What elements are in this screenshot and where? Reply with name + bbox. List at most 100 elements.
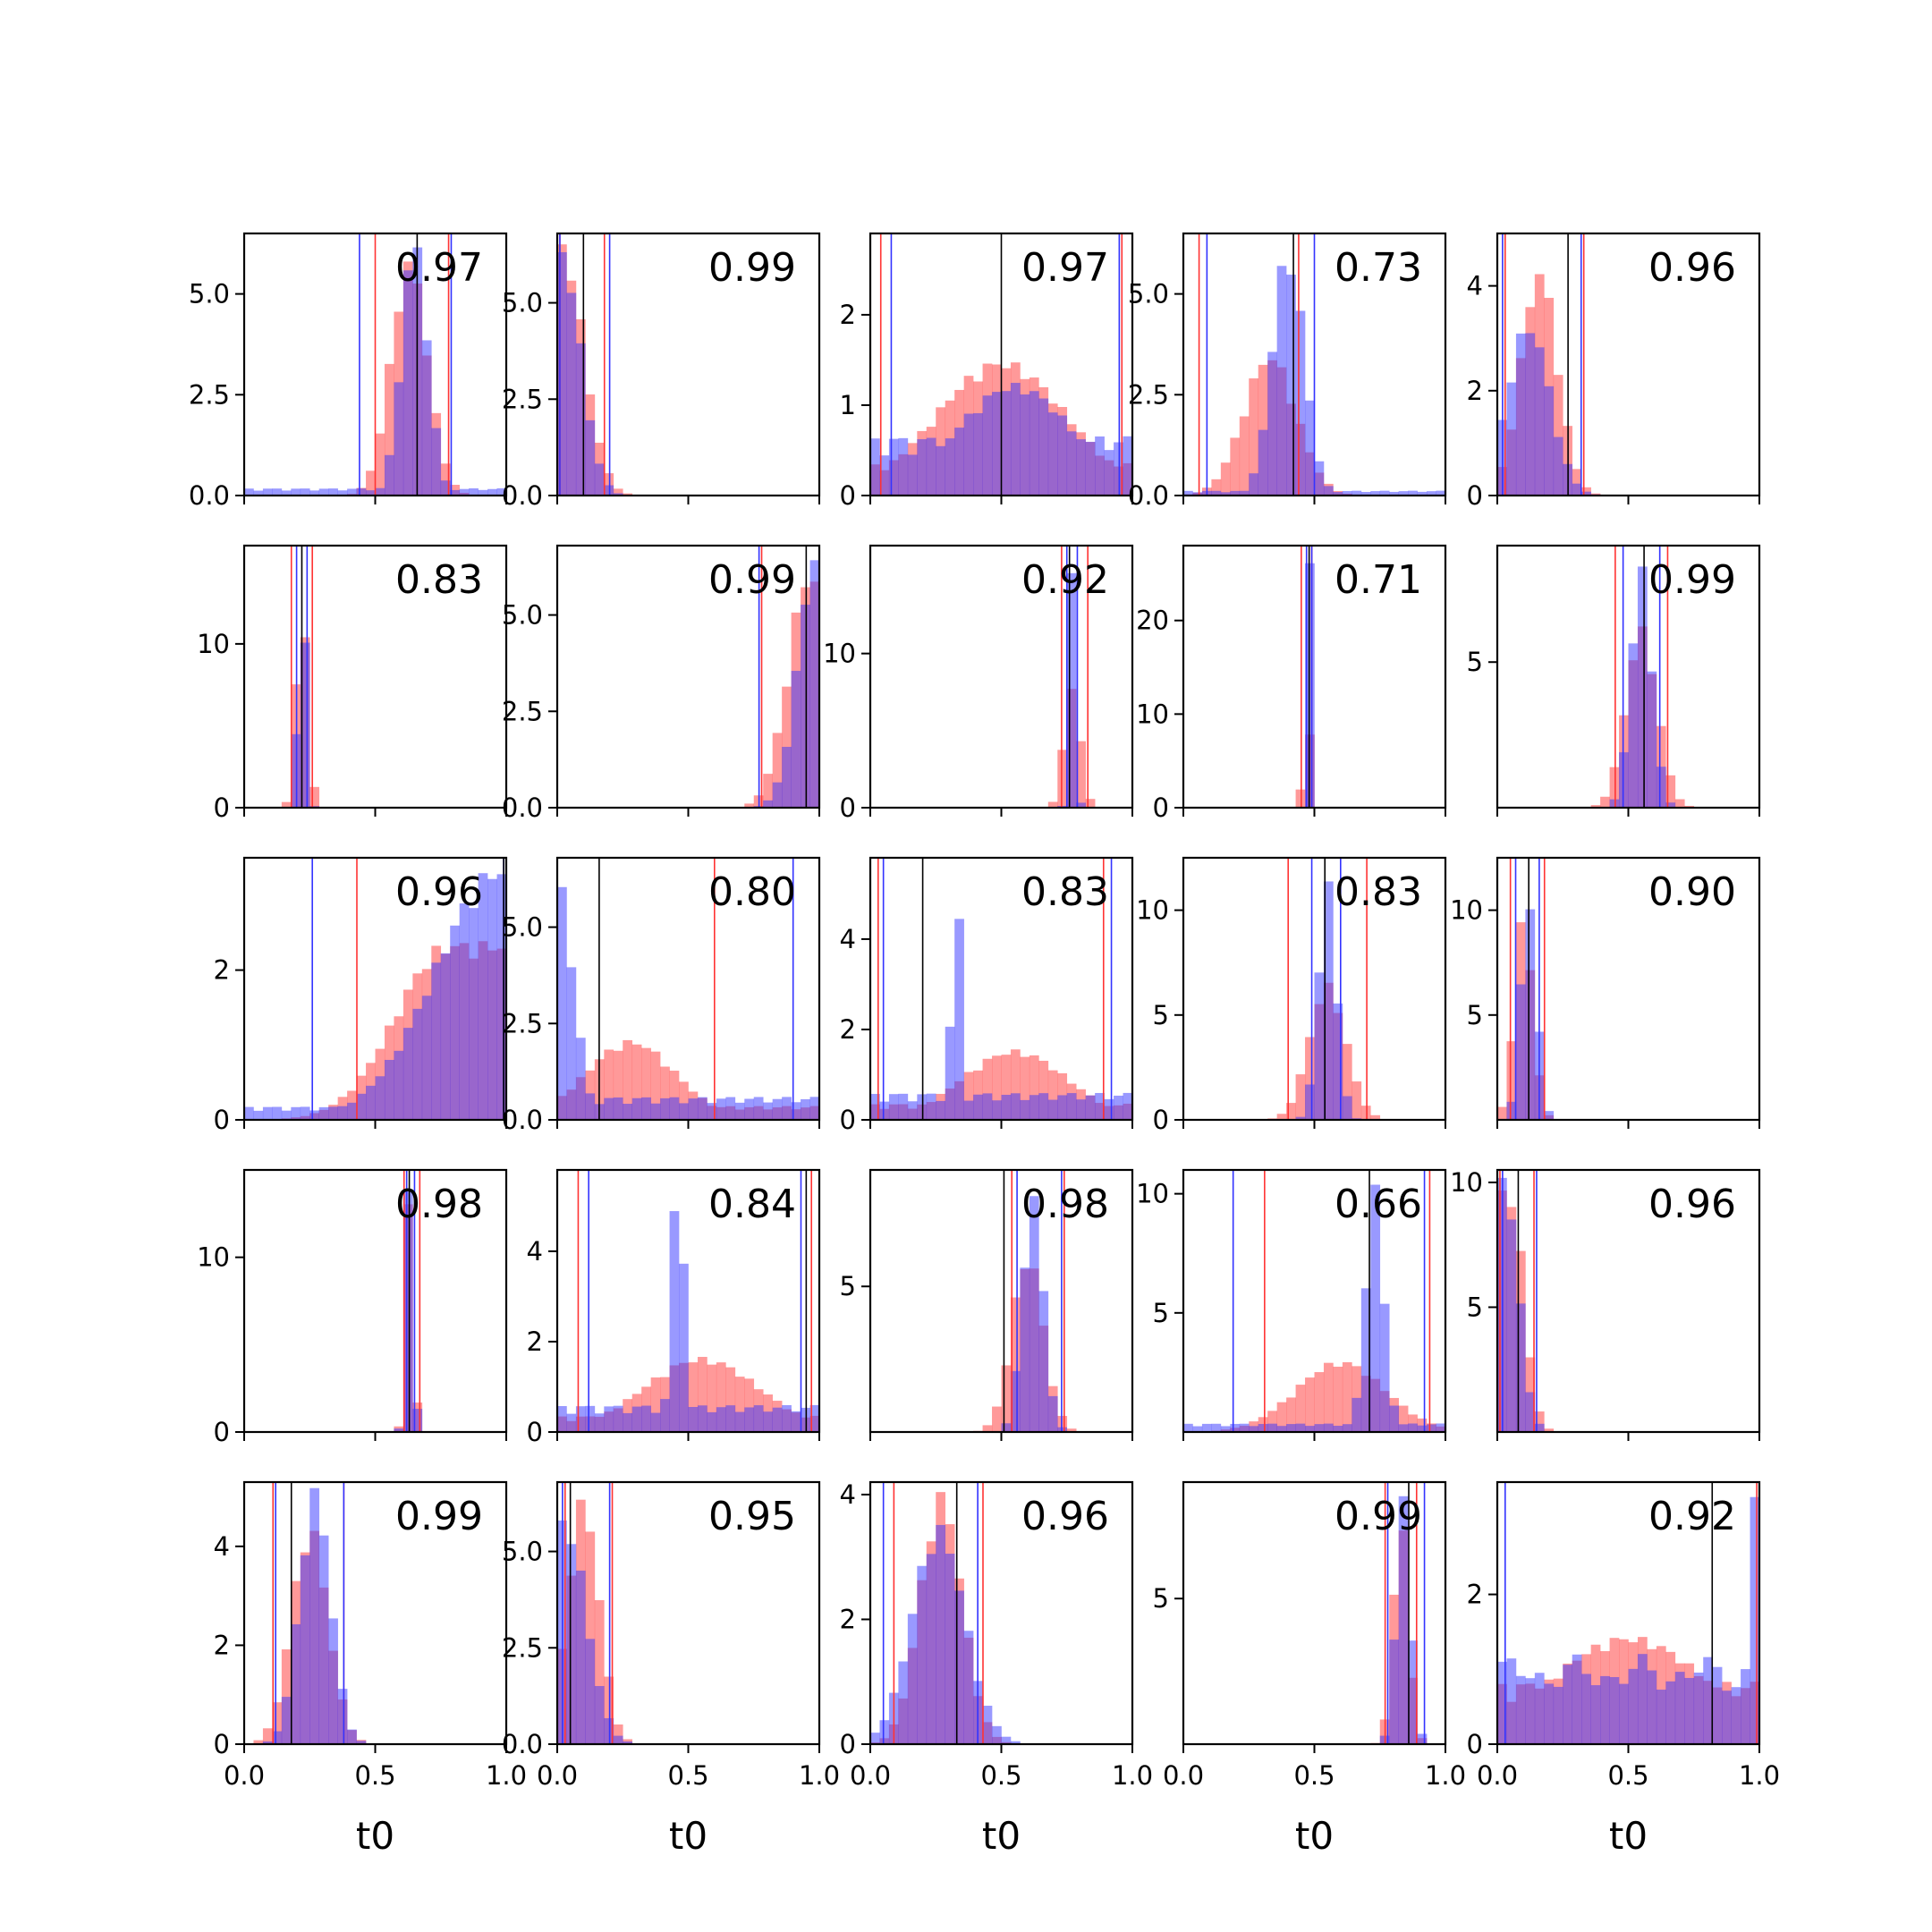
blue-histogram-bar [1389,491,1399,496]
red-histogram-bar [281,1649,292,1744]
blue-histogram-bar [707,1411,717,1432]
blue-histogram-bar [973,412,983,496]
red-histogram-bar [375,433,386,496]
blue-histogram-bar [688,1407,699,1432]
blue-histogram-bar [907,454,918,496]
blue-histogram-bar [907,1614,918,1744]
y-tick-label: 5 [1153,1000,1169,1030]
y-tick-label: 2 [527,1326,543,1357]
blue-histogram-bar [1057,1095,1068,1120]
blue-histogram-bar [566,292,577,496]
blue-histogram-bar [1370,491,1381,496]
red-histogram-bar [1230,437,1241,496]
panel-score-label: 0.96 [1648,1182,1736,1227]
y-tick-label: 0 [840,480,856,511]
panel-score-label: 0.71 [1335,557,1422,603]
panel-4-3: 50.98 [840,1168,1134,1441]
blue-histogram-bar [1436,1423,1446,1432]
red-histogram-bar [1342,1044,1352,1120]
blue-histogram-bar [791,1411,801,1432]
blue-histogram-bar [1286,275,1296,496]
y-tick-label: 0.0 [189,480,230,511]
blue-histogram-bar [870,1094,880,1120]
blue-histogram-bar [1637,1654,1648,1744]
blue-histogram-bar [1436,490,1446,496]
red-histogram-bar [1029,1055,1039,1120]
red-histogram-bar [992,1055,1002,1120]
red-histogram-bar [679,1081,689,1120]
blue-histogram-bar [1295,310,1306,496]
blue-histogram-bar [1001,1423,1012,1432]
red-histogram-bar [1295,789,1306,808]
red-histogram-bar [1038,1060,1049,1120]
red-histogram-bar [623,493,633,496]
panel-score-label: 0.97 [395,245,483,291]
red-histogram-bar [1047,801,1058,808]
blue-histogram-bar [1267,352,1277,496]
blue-histogram-bar [566,1413,577,1432]
red-histogram-bar [1590,805,1601,808]
red-histogram-bar [1314,1372,1325,1432]
blue-histogram-bar [631,1406,642,1432]
blue-histogram-bar [1085,441,1096,496]
red-histogram-bar [384,363,394,496]
red-histogram-bar [1352,1081,1362,1120]
blue-histogram-bar [1220,492,1231,496]
blue-histogram-bar [1333,1426,1343,1432]
red-histogram-bar [309,786,320,808]
panel-score-label: 0.98 [395,1182,483,1227]
blue-histogram-bar [1020,394,1030,496]
blue-histogram-bar [450,489,460,496]
blue-histogram-bar [1628,1668,1639,1744]
y-tick-label: 0 [1467,1729,1483,1759]
panel-5-5: 0.0 0.5 1.0 t0 0 2 0.92 [1467,1480,1780,1858]
panel-5-2: 0.0 0.5 1.0 t0 0.0 2.5 5.0 0.95 [502,1480,840,1858]
blue-histogram-bar [594,463,605,496]
blue-histogram-bar [1295,1423,1306,1432]
blue-histogram-bar [450,925,460,1120]
panel-3-4: 0 5 10 0.83 [1136,856,1447,1135]
blue-histogram-bar [1305,1426,1315,1432]
red-histogram-bar [650,1377,661,1432]
y-tick-label: 5 [1467,1292,1483,1322]
blue-histogram-bar [375,1076,386,1120]
red-histogram-bar [688,1362,699,1432]
red-histogram-bar [604,1676,614,1744]
blue-histogram-bar [1506,1658,1517,1744]
blue-histogram-bar [1544,1683,1555,1744]
panel-score-label: 0.99 [1648,557,1736,603]
blue-histogram-bar [1183,1423,1193,1432]
blue-histogram-bar [1370,1184,1381,1432]
x-tick-label: 0.0 [1477,1760,1518,1791]
blue-histogram-bar [1360,491,1371,496]
blue-histogram-bar [1534,347,1545,496]
red-histogram-bar [631,1044,642,1120]
blue-histogram-bar [1609,1677,1620,1744]
y-tick-label: 0 [840,1729,856,1759]
y-tick-label: 2 [840,1014,856,1045]
x-tick-label: 0.0 [537,1760,578,1791]
blue-histogram-bar [1057,415,1068,496]
blue-histogram-bar [898,1093,909,1120]
y-tick-label: 0 [214,792,230,823]
red-histogram-bar [1211,479,1222,496]
y-tick-label: 0 [214,1105,230,1135]
panel-5-3: 0.0 0.5 1.0 t0 0 2 4 0.96 [840,1479,1154,1858]
blue-histogram-bar [1220,1426,1231,1432]
panel-score-label: 0.66 [1335,1182,1422,1227]
blue-histogram-bar [963,1100,974,1120]
x-tick-label: 1.0 [1425,1760,1466,1791]
x-tick-label: 0.5 [980,1760,1021,1791]
red-histogram-bar [963,1072,974,1120]
blue-histogram-bar [772,1098,783,1120]
blue-histogram-bar [1249,1426,1259,1432]
blue-histogram-bar [641,1405,651,1432]
blue-histogram-bar [604,485,614,496]
blue-histogram-bar [557,251,567,496]
blue-histogram-bar [487,488,497,496]
blue-histogram-bar [613,1735,623,1744]
blue-histogram-bar [879,1101,890,1120]
red-histogram-bar [1239,416,1250,496]
blue-histogram-bar [917,1565,928,1744]
x-tick-label: 0.5 [354,1760,395,1791]
